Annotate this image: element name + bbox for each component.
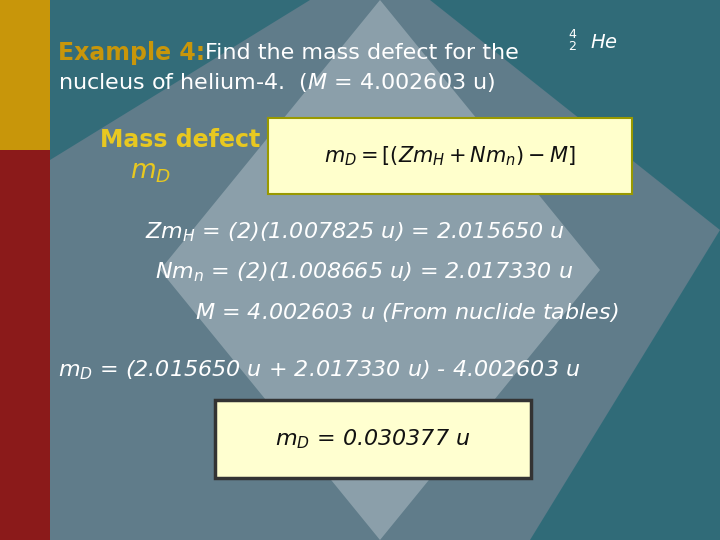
Polygon shape: [530, 230, 720, 540]
Text: Mass defect: Mass defect: [100, 128, 260, 152]
Text: $m_D$ = 0.030377 u: $m_D$ = 0.030377 u: [275, 427, 471, 451]
FancyBboxPatch shape: [215, 400, 531, 478]
Text: $m_D$: $m_D$: [130, 159, 171, 185]
Text: nucleus of helium-4.  ($M$ = 4.002603 u): nucleus of helium-4. ($M$ = 4.002603 u): [58, 71, 495, 94]
Text: Find the mass defect for the: Find the mass defect for the: [205, 43, 518, 63]
Text: $Zm_H$ = (2)(1.007825 u) = 2.015650 u: $Zm_H$ = (2)(1.007825 u) = 2.015650 u: [145, 220, 565, 244]
Text: $^{4}_{2}$: $^{4}_{2}$: [568, 28, 577, 52]
Polygon shape: [160, 0, 600, 540]
Polygon shape: [430, 0, 720, 230]
Polygon shape: [50, 0, 310, 160]
Bar: [0, 0, 50, 150]
Text: $He$: $He$: [590, 33, 618, 52]
Text: $m_D = \left[\left(Zm_H + Nm_n\right) - M\right]$: $m_D = \left[\left(Zm_H + Nm_n\right) - …: [324, 144, 576, 168]
Text: $M$ = 4.002603 u (From nuclide tables): $M$ = 4.002603 u (From nuclide tables): [195, 300, 618, 323]
Text: $m_D$ = (2.015650 u + 2.017330 u) - 4.002603 u: $m_D$ = (2.015650 u + 2.017330 u) - 4.00…: [58, 358, 580, 382]
FancyBboxPatch shape: [268, 118, 632, 194]
Bar: [0, 150, 50, 540]
Text: $Nm_n$ = (2)(1.008665 u) = 2.017330 u: $Nm_n$ = (2)(1.008665 u) = 2.017330 u: [155, 260, 573, 284]
Text: Example 4:: Example 4:: [58, 41, 205, 65]
